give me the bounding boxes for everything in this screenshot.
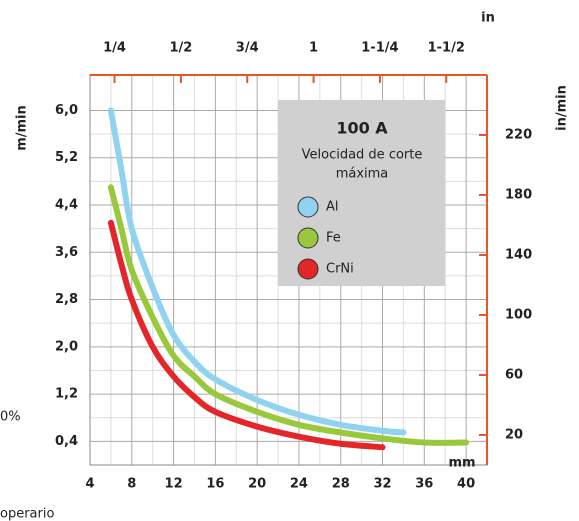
legend-box	[278, 100, 445, 286]
x2-tick-label: 1	[309, 41, 318, 56]
legend-label: Al	[326, 200, 339, 215]
y-tick-label: 0,4	[55, 434, 78, 449]
series-line	[107, 184, 470, 446]
y-tick-label: 3,6	[55, 245, 78, 260]
y2-tick-label: 100	[505, 308, 532, 323]
legend-subtitle: máxima	[336, 167, 389, 182]
x-tick-label: 28	[332, 477, 350, 492]
legend-label: Fe	[326, 231, 341, 246]
x-axis-label: mm	[448, 456, 475, 471]
y2-tick-label: 60	[505, 368, 523, 383]
y-tick-label: 2,8	[55, 292, 78, 307]
y-tick-label: 1,2	[55, 387, 78, 402]
x-tick-label: 36	[415, 477, 433, 492]
y-tick-label: 4,4	[55, 198, 78, 213]
annotation: 0%	[0, 410, 21, 425]
y-axis-label: m/min	[15, 105, 30, 151]
y-tick-label: 6,0	[55, 103, 78, 118]
legend-swatch	[297, 258, 319, 280]
x2-tick-label: 1/2	[169, 41, 192, 56]
series-line	[107, 219, 386, 451]
y-tick-label: 5,2	[55, 150, 78, 165]
x2-tick-label: 1-1/2	[428, 41, 465, 56]
y-tick-label: 2,0	[55, 339, 78, 354]
y2-tick-label: 20	[505, 428, 523, 443]
x-tick-label: 32	[373, 477, 391, 492]
x-tick-label: 24	[290, 477, 308, 492]
x2-tick-label: 1/4	[103, 41, 126, 56]
legend-swatch	[297, 227, 319, 249]
series-line	[107, 107, 407, 436]
x-tick-label: 4	[85, 477, 94, 492]
x2-axis-label: in	[481, 11, 495, 26]
y2-axis-label: in/min	[555, 85, 570, 131]
x2-tick-label: 3/4	[236, 41, 259, 56]
x-tick-label: 20	[248, 477, 266, 492]
x-tick-label: 16	[206, 477, 224, 492]
legend-label: CrNi	[326, 262, 354, 277]
y2-tick-label: 140	[505, 248, 532, 263]
x2-tick-label: 1-1/4	[361, 41, 398, 56]
x-tick-label: 40	[457, 477, 475, 492]
y2-tick-label: 220	[505, 128, 532, 143]
legend-subtitle: Velocidad de corte	[302, 148, 423, 163]
legend-title: 100 A	[336, 119, 388, 138]
annotation: operario	[0, 507, 54, 521]
x-tick-label: 12	[165, 477, 183, 492]
legend-swatch	[297, 196, 319, 218]
x-tick-label: 8	[127, 477, 136, 492]
y2-tick-label: 180	[505, 188, 532, 203]
